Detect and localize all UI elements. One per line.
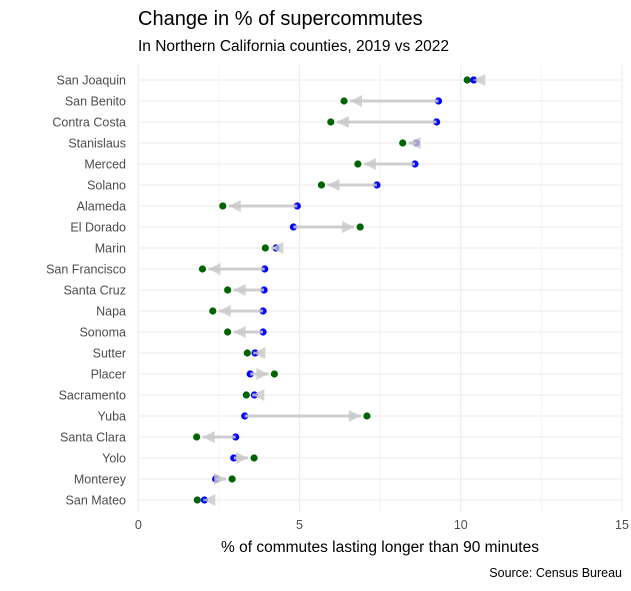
arrow-head xyxy=(363,158,376,170)
y-tick-label: Alameda xyxy=(77,200,126,214)
point-2022 xyxy=(219,202,227,210)
point-2019 xyxy=(246,370,254,378)
y-tick-label: Yuba xyxy=(97,410,126,424)
x-tick-label: 5 xyxy=(296,518,303,532)
point-2022 xyxy=(243,349,251,357)
point-2022 xyxy=(198,265,207,273)
arrow-head xyxy=(350,95,363,107)
y-tick-label: Yolo xyxy=(102,452,126,466)
y-tick-label: San Mateo xyxy=(66,494,127,508)
y-tick-label: Santa Cruz xyxy=(63,284,126,298)
y-tick-label: Marin xyxy=(95,242,126,256)
arrow-head xyxy=(271,242,284,254)
arrow-head xyxy=(233,326,246,338)
y-tick-label: Solano xyxy=(87,179,126,193)
point-2022 xyxy=(363,412,371,420)
point-2022 xyxy=(463,76,471,84)
arrow-head xyxy=(327,179,340,191)
arrow-head xyxy=(336,116,349,128)
point-2019 xyxy=(230,454,238,462)
y-tick-label: San Benito xyxy=(65,95,126,109)
arrow-head xyxy=(473,74,486,86)
y-tick-label: Sacramento xyxy=(59,389,126,403)
arrow-head xyxy=(218,305,231,317)
y-tick-label: Sutter xyxy=(93,347,126,361)
point-2022 xyxy=(354,160,362,168)
y-tick-label: Napa xyxy=(96,305,126,319)
point-2022 xyxy=(399,139,407,147)
x-tick-label: 15 xyxy=(615,518,629,532)
arrow-head xyxy=(348,410,361,422)
arrow-head xyxy=(408,137,421,149)
point-2022 xyxy=(209,307,217,315)
y-tick-label: Placer xyxy=(91,368,126,382)
arrow-head xyxy=(208,263,221,275)
arrow-head xyxy=(236,452,249,464)
point-2022 xyxy=(270,370,278,378)
arrow-head xyxy=(228,200,241,212)
point-2022 xyxy=(250,454,258,462)
arrow-head xyxy=(202,431,215,443)
y-tick-label: San Joaquin xyxy=(56,74,126,88)
y-tick-label: Monterey xyxy=(74,473,127,487)
point-2022 xyxy=(224,328,232,336)
arrow-head xyxy=(256,368,269,380)
point-2022 xyxy=(317,181,326,189)
y-tick-label: Sonoma xyxy=(79,326,126,340)
y-tick-label: Merced xyxy=(84,158,126,172)
x-axis-label: % of commutes lasting longer than 90 min… xyxy=(221,539,539,556)
point-2022 xyxy=(193,433,201,441)
arrow-head xyxy=(252,389,265,401)
y-tick-label: Contra Costa xyxy=(52,116,126,130)
arrow-head xyxy=(233,284,246,296)
chart-title: Change in % of supercommutes xyxy=(138,8,423,30)
point-2022 xyxy=(228,475,236,483)
y-tick-label: El Dorado xyxy=(70,221,126,235)
y-tick-label: Stanislaus xyxy=(68,137,126,151)
chart-subtitle: In Northern California counties, 2019 vs… xyxy=(138,38,450,55)
point-2022 xyxy=(327,118,335,126)
arrow-head xyxy=(253,347,266,359)
point-2022 xyxy=(261,244,269,252)
point-2022 xyxy=(340,97,348,105)
point-2022 xyxy=(356,223,364,231)
arrow-head xyxy=(203,494,216,506)
x-tick-label: 0 xyxy=(135,518,142,532)
point-2022 xyxy=(193,496,201,504)
arrow-head xyxy=(342,221,355,233)
point-2019 xyxy=(241,412,249,420)
source-caption: Source: Census Bureau xyxy=(489,566,622,580)
y-tick-label: Santa Clara xyxy=(60,431,126,445)
x-tick-label: 10 xyxy=(454,518,468,532)
y-tick-label: San Francisco xyxy=(46,263,126,277)
arrow-head xyxy=(214,473,227,485)
point-2022 xyxy=(224,286,232,294)
point-2022 xyxy=(242,391,250,399)
